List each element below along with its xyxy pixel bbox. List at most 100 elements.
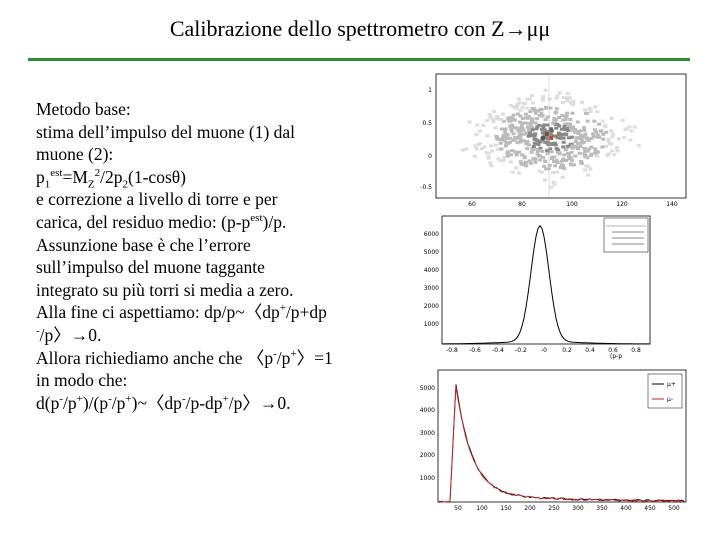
- scatter-cell: [562, 96, 566, 100]
- scatter-cell: [614, 146, 619, 150]
- body-text-run: in modo che:: [36, 370, 128, 391]
- scatter-cell: [515, 141, 520, 145]
- scatter-cell: [563, 114, 568, 118]
- scatter-cell: [587, 147, 592, 151]
- residual-histogram-svg: 6000 5000 4000 3000 2000 1000 -0.8 -0.6 …: [424, 215, 651, 360]
- body-text-run: /p: [63, 392, 77, 413]
- scatter-cell: [510, 170, 515, 174]
- scatter-cell: [565, 122, 570, 126]
- scatter-cell: [597, 122, 601, 126]
- scatter-cell: [553, 143, 558, 147]
- x-tick: -0: [541, 347, 547, 354]
- scatter-cell: [518, 128, 523, 132]
- scatter-cell: [593, 128, 597, 132]
- body-text-run: )/(p: [82, 392, 109, 413]
- scatter-cell: [616, 137, 621, 141]
- body-line: sull’impulso del muone taggante: [36, 256, 416, 279]
- scatter-cell: [464, 147, 469, 151]
- scatter-cell: [532, 109, 537, 112]
- scatter-cell: [538, 158, 543, 162]
- x-tick: -0.6: [469, 347, 481, 354]
- scatter-cell: [524, 112, 528, 116]
- scatter-cell: [606, 140, 611, 143]
- body-text-run: -: [108, 392, 112, 405]
- scatter-cell: [578, 133, 583, 137]
- y-tick: 1000: [424, 321, 439, 328]
- scatter-cell: [583, 132, 588, 136]
- scatter-cell: [572, 163, 576, 167]
- scatter-cell: [552, 160, 556, 163]
- scatter-cell: [537, 169, 542, 173]
- scatter-cell: [560, 114, 565, 118]
- scatter-cell: [533, 121, 538, 125]
- scatter-cell: [559, 163, 564, 167]
- scatter-cell: [505, 150, 510, 154]
- scatter-cell: [565, 99, 570, 103]
- scatter-cell: [563, 133, 568, 137]
- scatter-cell: [543, 106, 548, 110]
- scatter-cell: [579, 161, 584, 165]
- scatter-cell: [501, 119, 506, 123]
- body-line: e correzione a livello di torre e per: [36, 188, 416, 211]
- scatter-cell: [530, 101, 535, 105]
- body-text-run: )~〈dp: [131, 392, 182, 413]
- scatter-cell: [566, 151, 571, 155]
- scatter-cell: [612, 153, 617, 157]
- scatter-cell: [547, 97, 552, 101]
- scatter-cell: [540, 139, 545, 143]
- body-text-run: Metodo base:: [36, 99, 131, 119]
- scatter-cell: [537, 148, 542, 152]
- body-text-run: 2: [122, 178, 129, 191]
- scatter-cell: [561, 136, 566, 140]
- momentum-histogram: μ+ μ- 5000 4000 3000 2000 1000 50 100 15…: [412, 362, 690, 522]
- scatter-cell: [589, 137, 594, 140]
- body-text-run: +: [290, 347, 297, 360]
- scatter-cell: [523, 121, 528, 125]
- x-tick: 0.2: [562, 347, 572, 354]
- title-divider: [28, 58, 690, 61]
- scatter-cell: [536, 154, 541, 158]
- y-tick: 1000: [420, 475, 435, 482]
- scatter-cell: [573, 144, 578, 148]
- scatter-cell: [543, 118, 548, 122]
- body-text-run: =M: [62, 166, 88, 187]
- scatter-cell: [552, 155, 557, 159]
- scatter-cell: [540, 131, 545, 135]
- scatter-cell: [533, 160, 538, 164]
- scatter-cell: [508, 124, 513, 128]
- scatter-cell: [503, 132, 508, 136]
- scatter-cell: [545, 137, 550, 141]
- scatter-cell: [559, 159, 564, 163]
- scatter-cell: [475, 123, 480, 127]
- scatter-cell: [557, 91, 562, 95]
- scatter-cell: [582, 152, 587, 156]
- body-line: d(p-/p+)/(p-/p+)~〈dp-/p-dp+/p〉→0.: [36, 392, 416, 415]
- body-text-run: 1: [44, 178, 51, 191]
- scatter-cell: [534, 117, 539, 121]
- scatter-cell: [499, 117, 504, 121]
- body-text-run: /p+dp: [285, 302, 327, 323]
- scatter-cell: [555, 136, 560, 140]
- scatter-cell: [511, 118, 516, 122]
- mu-minus-curve: [437, 386, 685, 503]
- scatter-cell: [606, 152, 611, 156]
- scatter-cell: [486, 151, 491, 155]
- scatter-cell: [547, 163, 552, 167]
- scatter-cell: [490, 117, 495, 121]
- scatter-cell: [495, 147, 500, 151]
- body-line: -/p〉→0.: [36, 324, 416, 347]
- scatter-cell: [580, 139, 585, 143]
- scatter-cell: [584, 136, 589, 140]
- scatter-cell: [582, 128, 587, 132]
- scatter-cell: [584, 164, 589, 168]
- body-text-run: (1-cosθ): [128, 166, 186, 187]
- body-text-run: )/p.: [262, 211, 287, 232]
- scatter-cell: [593, 149, 598, 153]
- scatter-cell: [507, 119, 512, 123]
- scatter-cell: [546, 140, 551, 144]
- y-tick: 0.5: [422, 120, 432, 127]
- scatter-cell: [555, 151, 560, 154]
- y-tick: 2000: [420, 452, 435, 459]
- scatter-cell: [481, 124, 486, 127]
- scatter-cell: [576, 147, 580, 151]
